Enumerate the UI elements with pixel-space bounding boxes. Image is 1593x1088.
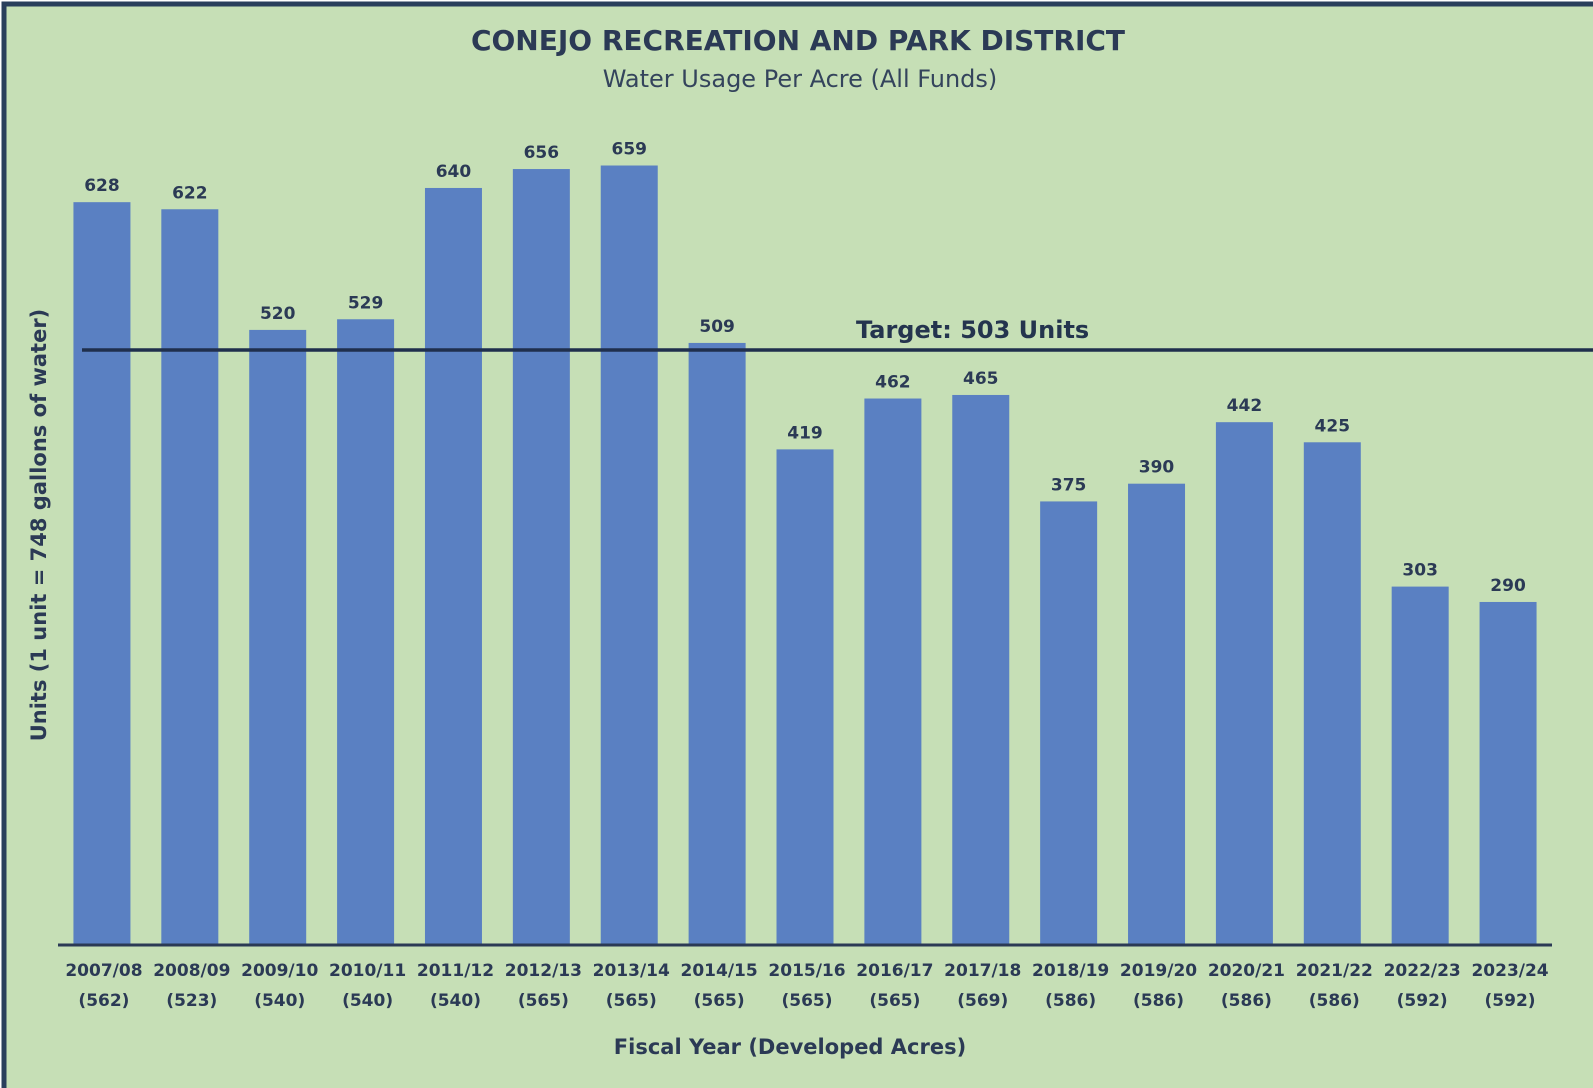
x-tick-label: 2016/17 [856, 961, 933, 981]
x-tick-sublabel: (586) [1309, 991, 1360, 1011]
data-label: 390 [1139, 458, 1175, 478]
bar [1479, 601, 1537, 945]
bar [864, 398, 922, 945]
x-tick-label: 2021/22 [1296, 961, 1373, 981]
data-label: 290 [1490, 576, 1526, 596]
x-tick-sublabel: (569) [957, 991, 1008, 1011]
y-axis-title: Units (1 unit = 748 gallons of water) [27, 309, 51, 742]
bar [1128, 483, 1186, 945]
bar [1303, 442, 1361, 945]
x-tick-sublabel: (523) [166, 991, 217, 1011]
x-tick-sublabel: (565) [869, 991, 920, 1011]
x-tick-label: 2023/24 [1471, 961, 1548, 981]
data-label: 520 [260, 304, 296, 324]
x-tick-sublabel: (540) [342, 991, 393, 1011]
x-tick-sublabel: (565) [518, 991, 569, 1011]
x-tick-label: 2007/08 [65, 961, 142, 981]
chart-subtitle: Water Usage Per Acre (All Funds) [603, 65, 998, 93]
data-label: 442 [1227, 396, 1263, 416]
x-tick-sublabel: (592) [1485, 991, 1536, 1011]
chart-title: CONEJO RECREATION AND PARK DISTRICT [471, 24, 1125, 57]
data-label: 640 [436, 162, 472, 182]
x-tick-sublabel: (565) [606, 991, 657, 1011]
target-label: Target: 503 Units [856, 316, 1089, 344]
data-label: 303 [1402, 561, 1438, 581]
data-label: 462 [875, 373, 911, 393]
bar [424, 187, 482, 945]
data-label: 425 [1315, 416, 1351, 436]
x-tick-label: 2018/19 [1032, 961, 1109, 981]
data-label: 419 [787, 423, 823, 443]
bar [1215, 422, 1273, 946]
x-tick-sublabel: (562) [78, 991, 129, 1011]
bar [249, 329, 307, 945]
x-tick-sublabel: (540) [430, 991, 481, 1011]
x-tick-label: 2019/20 [1120, 961, 1197, 981]
data-label: 375 [1051, 475, 1087, 495]
x-axis-title: Fiscal Year (Developed Acres) [614, 1035, 966, 1059]
x-tick-label: 2011/12 [417, 961, 494, 981]
bar [776, 449, 834, 945]
bar [688, 342, 746, 945]
data-label: 628 [84, 176, 120, 196]
x-tick-sublabel: (565) [694, 991, 745, 1011]
x-tick-label: 2013/14 [593, 961, 670, 981]
bar [337, 319, 395, 946]
data-label: 509 [699, 317, 735, 337]
x-tick-label: 2010/11 [329, 961, 406, 981]
bar [73, 202, 131, 945]
bar [161, 209, 219, 945]
x-tick-label: 2012/13 [505, 961, 582, 981]
data-label: 659 [611, 139, 647, 159]
x-tick-label: 2008/09 [153, 961, 230, 981]
x-tick-sublabel: (586) [1133, 991, 1184, 1011]
bar [600, 165, 658, 946]
x-tick-sublabel: (586) [1221, 991, 1272, 1011]
data-label: 622 [172, 183, 208, 203]
bar [512, 169, 570, 945]
x-tick-sublabel: (565) [781, 991, 832, 1011]
x-tick-label: 2009/10 [241, 961, 318, 981]
bar [952, 394, 1010, 945]
data-label: 656 [524, 143, 560, 163]
x-tick-sublabel: (540) [254, 991, 305, 1011]
data-label: 465 [963, 369, 999, 389]
x-tick-label: 2014/15 [681, 961, 758, 981]
x-tick-label: 2017/18 [944, 961, 1021, 981]
x-tick-label: 2022/23 [1384, 961, 1461, 981]
bar [1040, 501, 1098, 945]
x-tick-label: 2020/21 [1208, 961, 1285, 981]
data-label: 529 [348, 293, 384, 313]
x-tick-sublabel: (586) [1045, 991, 1096, 1011]
bar [1391, 586, 1449, 945]
x-tick-sublabel: (592) [1397, 991, 1448, 1011]
x-tick-label: 2015/16 [768, 961, 845, 981]
